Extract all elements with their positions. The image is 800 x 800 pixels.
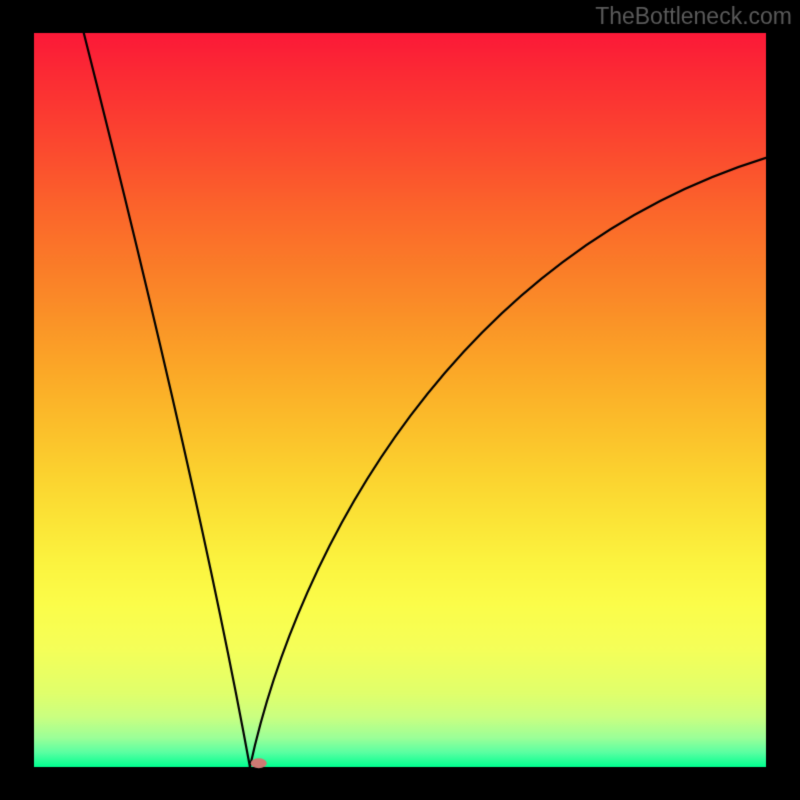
bottleneck-chart (0, 0, 800, 800)
